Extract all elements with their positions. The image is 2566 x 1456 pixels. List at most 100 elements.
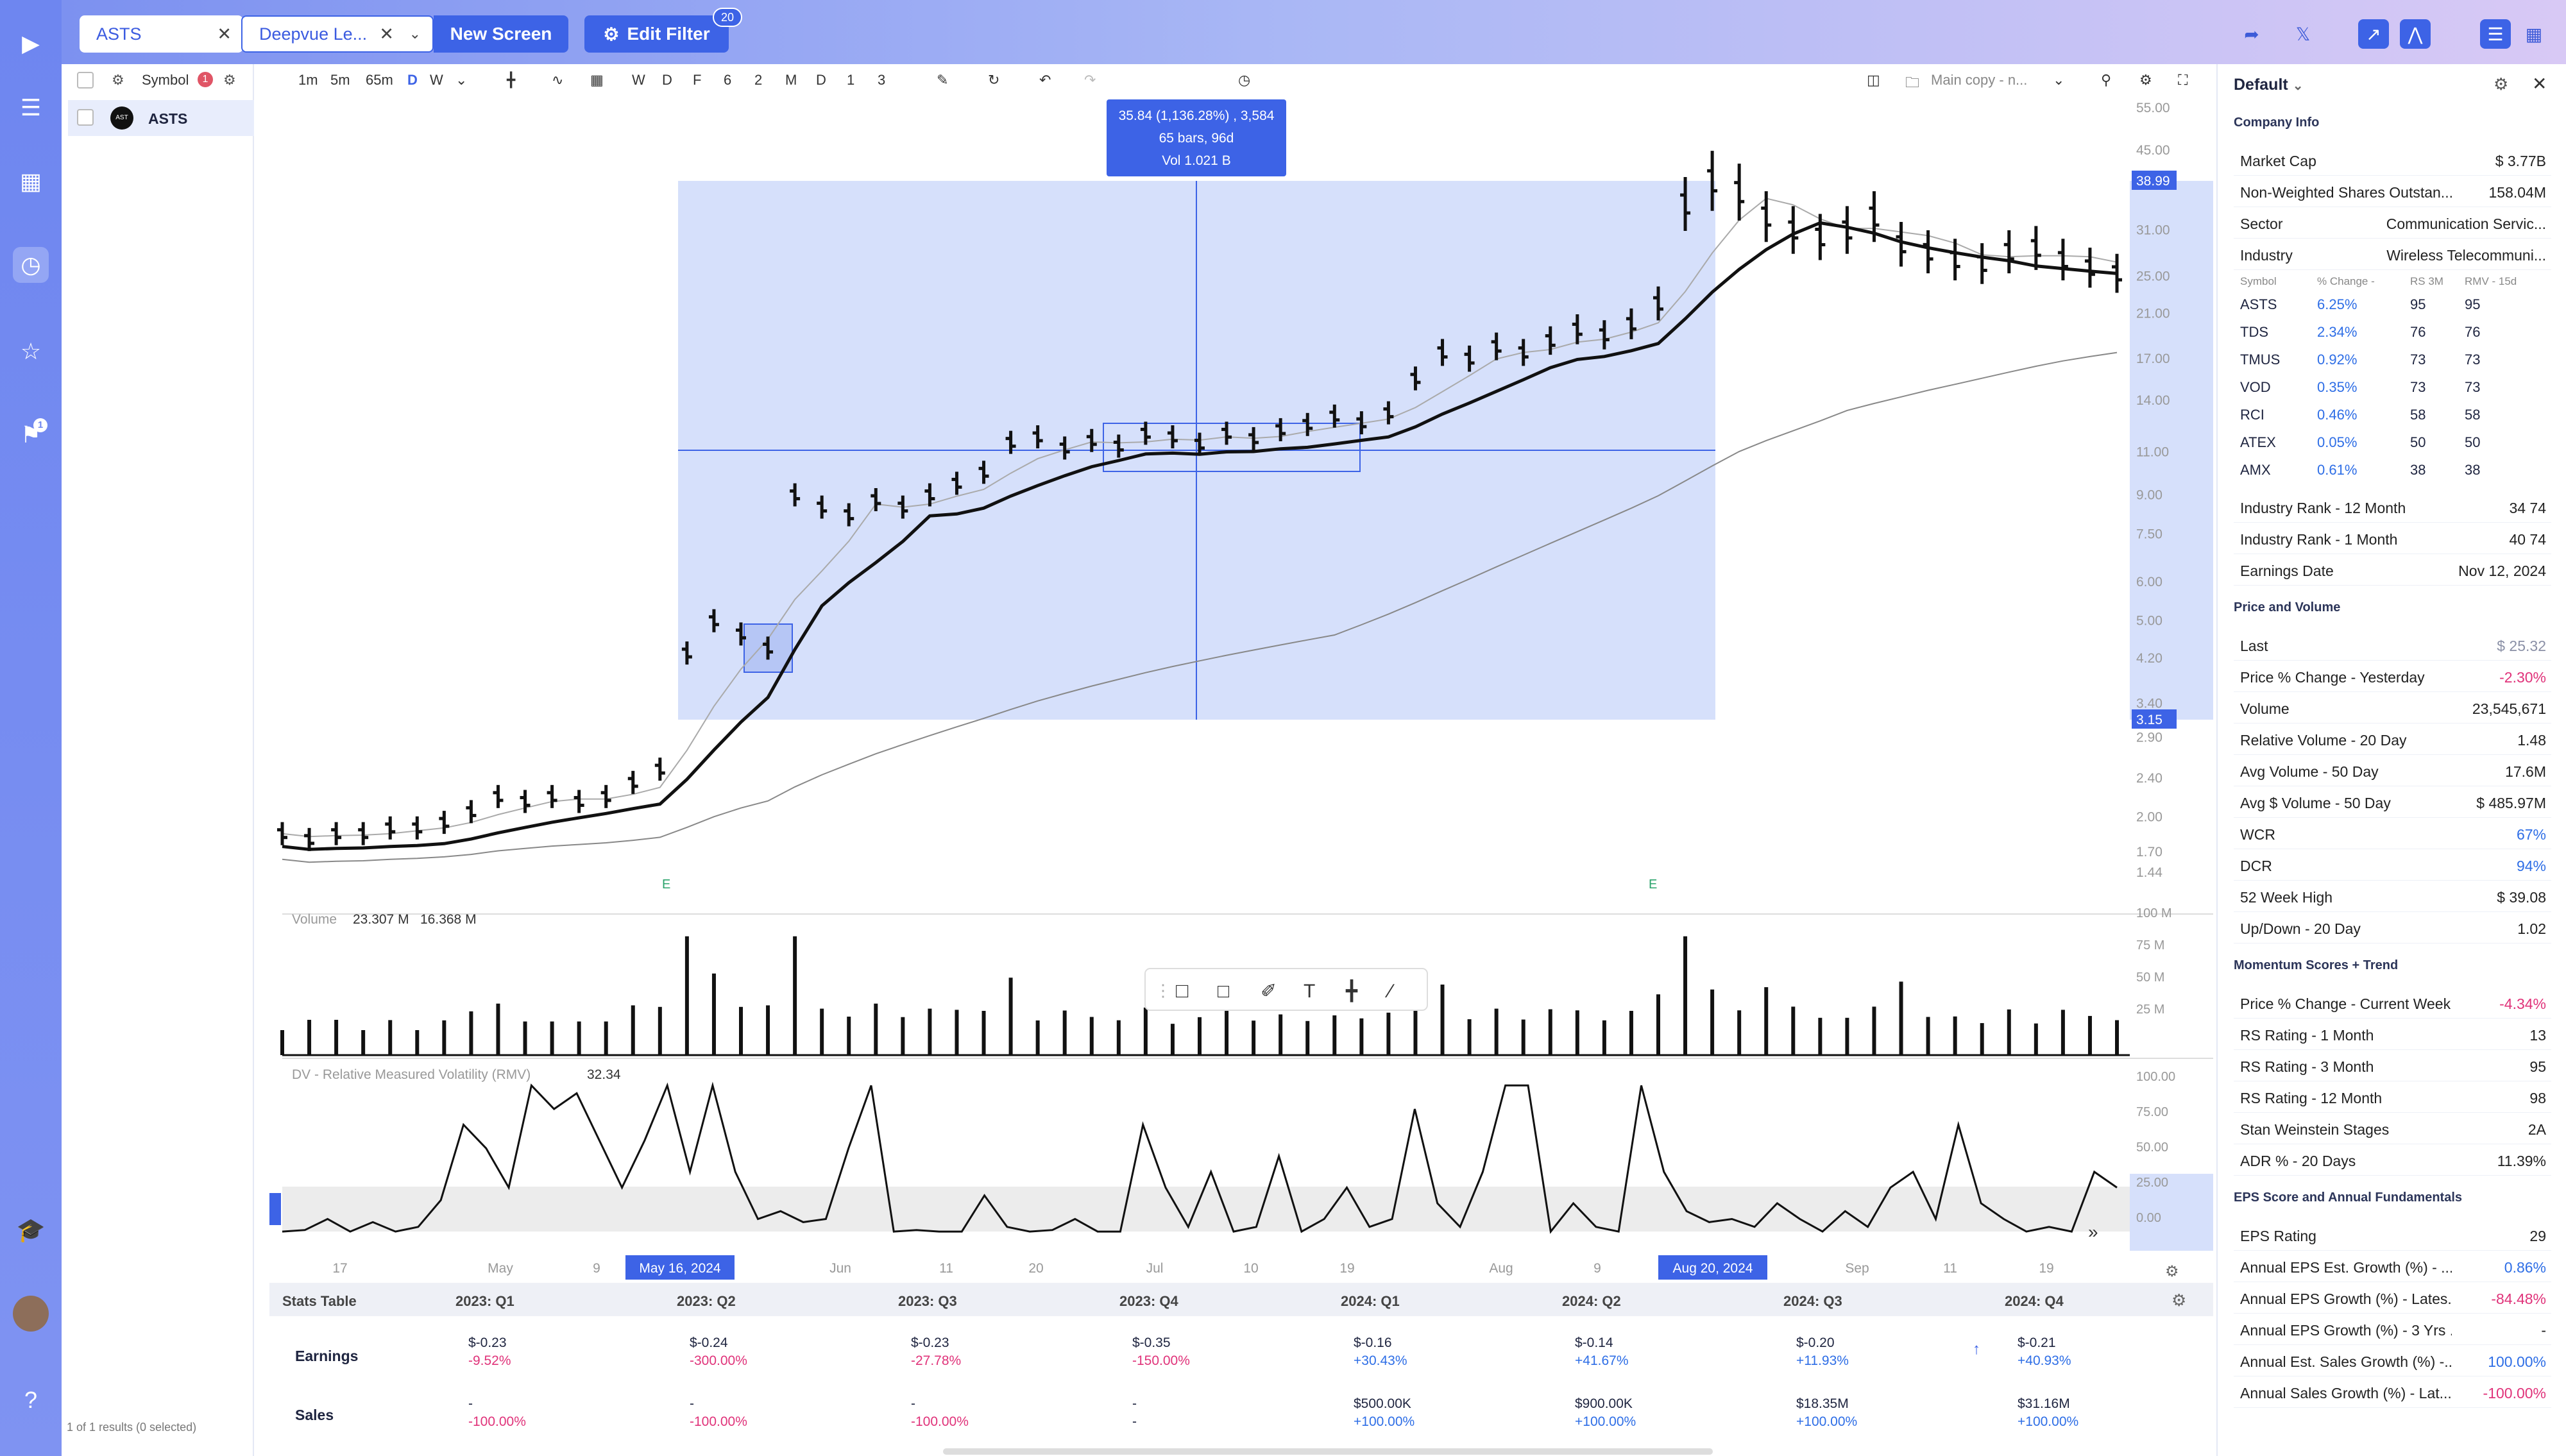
chevron-down-icon[interactable]: ⌄ <box>2053 72 2065 88</box>
chart-toolbar: 1m 5m 65m D W ⌄ ╋ ∿ ▦ W D F 6 2 M D 1 3 … <box>269 67 2213 97</box>
peer-symbol[interactable]: AMX <box>2240 462 2271 478</box>
tab-deepvue-leaders[interactable]: Deepvue Le... ✕ ⌄ <box>241 15 434 53</box>
close-icon[interactable]: ✕ <box>217 24 232 44</box>
indicators-icon[interactable]: ∿ <box>552 72 564 88</box>
edit-filter-button[interactable]: ⚙ Edit Filter <box>584 15 729 53</box>
alerts-icon[interactable]: ⚑ 1 <box>13 417 49 453</box>
grid-view-icon[interactable]: ▦ <box>2525 24 2543 44</box>
peer-value: 50 <box>2410 434 2426 450</box>
drag-handle-icon[interactable]: ⋮ <box>1155 981 1171 1000</box>
new-screen-button[interactable]: New Screen <box>434 15 568 53</box>
share-icon[interactable]: ➦ <box>2244 24 2259 44</box>
measure-line2: 65 bars, 96d <box>1159 131 1234 146</box>
help-icon[interactable]: ? <box>24 1387 38 1413</box>
rmv-axis-label: 75.00 <box>2136 1105 2168 1119</box>
collapse-pane-handle[interactable] <box>269 1193 281 1225</box>
gear-icon[interactable]: ⚙ <box>2139 72 2152 88</box>
scroll-right-icon[interactable]: » <box>2088 1222 2098 1242</box>
row-checkbox[interactable] <box>77 109 94 126</box>
range-6[interactable]: 6 <box>724 72 732 88</box>
price-chart[interactable]: 35.84 (1,136.28%) , 3,584 65 bars, 96d V… <box>269 96 2213 1283</box>
pencil-icon[interactable]: ✎ <box>937 72 949 88</box>
earnings-marker[interactable]: E <box>1649 877 1657 892</box>
symbol-column-header[interactable]: Symbol <box>142 72 189 88</box>
row-label: RS Rating - 12 Month <box>2240 1090 2383 1106</box>
gear-icon[interactable]: ⚙ <box>112 72 124 88</box>
folder-icon[interactable]: 🗀 <box>1905 74 1920 90</box>
fullscreen-icon[interactable]: ⛶ <box>2178 72 2188 88</box>
range-d2[interactable]: D <box>816 72 826 88</box>
close-icon[interactable]: ✕ <box>379 24 394 44</box>
range-d[interactable]: D <box>662 72 672 88</box>
refresh-icon[interactable]: ↻ <box>988 72 1000 88</box>
close-icon[interactable]: ✕ <box>2532 74 2547 94</box>
brush-tool-icon[interactable]: ✐ <box>1261 981 1277 1002</box>
split-view-icon[interactable]: ⋀ <box>2400 19 2431 49</box>
range-1[interactable]: 1 <box>847 72 855 88</box>
range-m[interactable]: M <box>785 72 797 88</box>
peer-symbol[interactable]: RCI <box>2240 407 2264 423</box>
learn-icon[interactable]: 🎓 <box>16 1217 46 1243</box>
list-item[interactable]: AST ASTS <box>68 100 254 136</box>
dashboard-icon[interactable]: ▦ <box>19 168 42 194</box>
price-bar <box>1869 191 1880 242</box>
tab-asts[interactable]: ASTS ✕ <box>80 15 243 53</box>
volume-bar <box>442 1020 446 1055</box>
x-axis-highlight <box>1658 1255 1767 1280</box>
peer-symbol[interactable]: ATEX <box>2240 434 2276 450</box>
gear-icon[interactable]: ⚙ <box>2171 1291 2187 1310</box>
timeframe-w[interactable]: W <box>430 72 443 88</box>
range-w[interactable]: W <box>632 72 645 88</box>
bar-type-icon[interactable]: ╋ <box>507 72 516 88</box>
rectangle-tool-icon[interactable]: □ <box>1176 979 1189 1002</box>
gear-icon[interactable]: ⚙ <box>2165 1263 2179 1280</box>
x-icon[interactable]: 𝕏 <box>2295 24 2311 44</box>
volume-bar <box>1980 1023 1984 1055</box>
peer-symbol[interactable]: ASTS <box>2240 296 2277 312</box>
timeframe-1m[interactable]: 1m <box>298 72 318 88</box>
gear-icon[interactable]: ⚙ <box>2494 74 2509 94</box>
layout-icon[interactable]: ▦ <box>590 72 604 88</box>
undo-icon[interactable]: ↶ <box>1039 72 1051 88</box>
timeframe-d[interactable]: D <box>407 72 418 88</box>
volume-bar <box>307 1019 312 1055</box>
settings-icon[interactable]: ⚙ <box>223 72 236 88</box>
chevron-down-icon[interactable]: ⌄ <box>455 72 468 88</box>
row-value: 100.00% <box>2488 1353 2546 1370</box>
redo-icon[interactable]: ↷ <box>1084 72 1096 88</box>
range-3[interactable]: 3 <box>878 72 886 88</box>
text-tool-icon[interactable]: T <box>1304 981 1315 1002</box>
section-header: EPS Score and Annual Fundamentals <box>2234 1190 2462 1205</box>
timeframe-5m[interactable]: 5m <box>330 72 350 88</box>
screener-icon[interactable]: ◷ <box>13 247 49 283</box>
price-bar <box>790 483 801 507</box>
chart-view-icon[interactable]: ↗ <box>2358 19 2389 49</box>
x-axis-label: 11 <box>939 1261 953 1276</box>
range-2[interactable]: 2 <box>754 72 763 88</box>
x-axis: 17 May 9 May 16, 2024 Jun 11 20 Jul 10 19 Aug 9 Aug … <box>332 1255 2054 1280</box>
range-f[interactable]: F <box>693 72 702 88</box>
layout-name[interactable]: Main copy - n... <box>1931 72 2028 88</box>
peer-symbol[interactable]: VOD <box>2240 379 2271 395</box>
candle-tool-icon[interactable]: ╋ <box>1345 979 1358 1003</box>
layout-selector[interactable]: Default ⌄ <box>2234 76 2303 94</box>
peer-symbol[interactable]: TDS <box>2240 324 2268 340</box>
volume-title: Volume <box>292 912 337 927</box>
earnings-marker[interactable]: E <box>662 877 670 892</box>
zoom-icon[interactable]: ⚲ <box>2101 72 2112 88</box>
volume-bar <box>1279 1014 1283 1055</box>
avatar[interactable] <box>13 1296 49 1332</box>
peer-symbol[interactable]: TMUS <box>2240 351 2281 368</box>
menu-icon[interactable]: ☰ <box>20 94 42 121</box>
timeframe-65m[interactable]: 65m <box>366 72 393 88</box>
select-all-checkbox[interactable] <box>77 72 94 89</box>
comment-tool-icon[interactable]: □ <box>1218 981 1230 1002</box>
deepvue-logo-icon[interactable]: ▶ <box>22 30 40 56</box>
panel-icon[interactable]: ◫ <box>1867 72 1880 88</box>
chevron-down-icon[interactable]: ⌄ <box>409 26 421 42</box>
horizontal-scrollbar[interactable] <box>943 1448 1713 1455</box>
star-icon[interactable]: ☆ <box>20 338 42 364</box>
list-view-icon[interactable]: ☰ <box>2480 19 2511 49</box>
row-label: Industry Rank - 12 Month <box>2240 500 2406 516</box>
camera-icon[interactable]: ◷ <box>1238 72 1251 88</box>
